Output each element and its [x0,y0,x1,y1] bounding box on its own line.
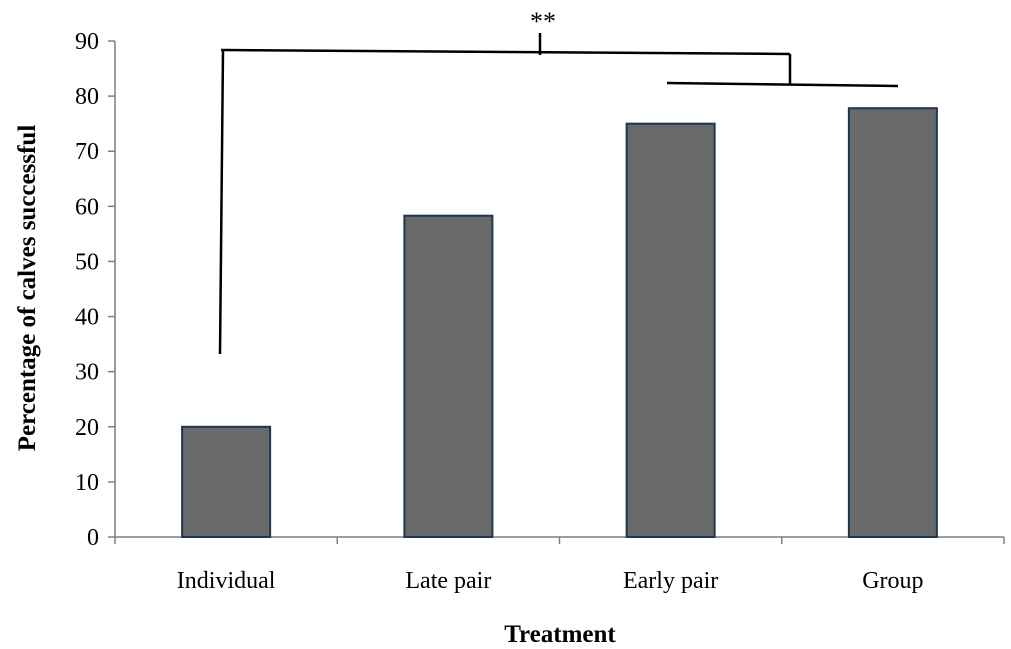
significance-bracket [220,48,791,56]
x-category-label: Individual [177,568,276,594]
y-tick-label: 20 [75,415,99,441]
y-tick-label: 0 [87,525,99,551]
bar-late-pair [403,214,494,539]
bar-group [847,107,938,538]
x-category-label: Late pair [405,568,491,594]
y-tick-label: 60 [75,194,99,220]
x-category-label: Early pair [623,568,718,594]
bar-early-pair [625,122,716,539]
x-axis-title: Treatment [504,621,616,648]
y-tick-label: 80 [75,84,99,110]
y-tick-label: 40 [75,305,99,331]
y-tick-label: 30 [75,360,99,386]
y-tick-label: 70 [75,139,99,165]
significance-bracket [666,81,899,88]
x-category-label: Group [862,568,923,594]
y-tick-label: 90 [75,29,99,55]
bar-individual [181,425,272,538]
y-tick-label: 10 [75,470,99,496]
plot-area: 0 10 20 30 40 50 60 70 80 90 Individual Late pair Ea… [75,29,1005,594]
y-axis-title: Percentage of calves successful [14,125,41,452]
significance-annotation: ** [530,7,556,36]
significance-bracket [218,49,225,355]
y-tick-label: 50 [75,249,99,275]
